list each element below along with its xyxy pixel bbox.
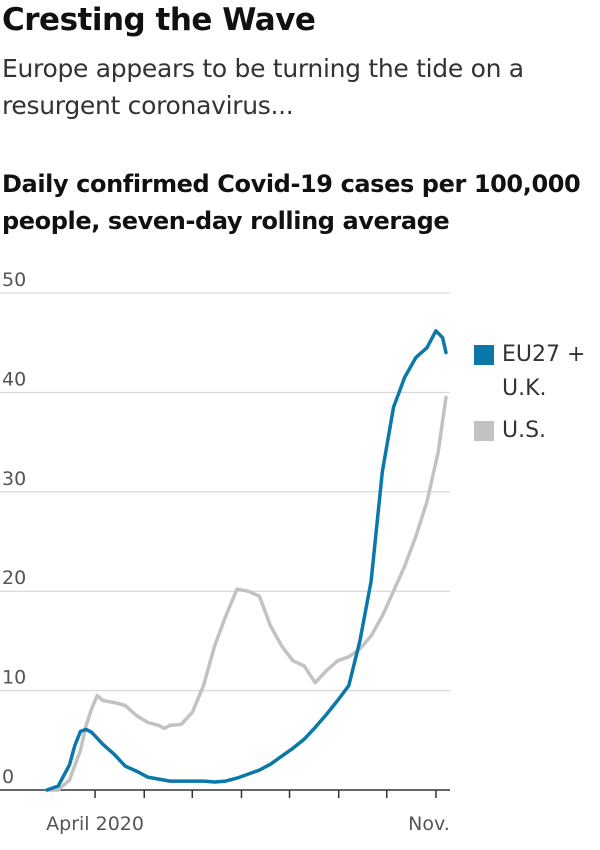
y-tick-label: 30 <box>2 468 26 490</box>
legend-label-us: U.S. <box>502 418 547 443</box>
y-tick-label: 0 <box>2 766 14 788</box>
x-tick-label: Nov. <box>408 813 450 835</box>
legend-label-eu: EU27 + U.K. <box>502 342 586 401</box>
chart-title: Daily confirmed Covid-19 cases per 100,0… <box>2 170 581 235</box>
y-tick-label: 50 <box>2 269 26 291</box>
legend: EU27 + U.K. U.S. <box>474 338 600 456</box>
page-title: Cresting the Wave <box>2 2 316 38</box>
y-axis: 0 10 20 30 40 50 <box>2 269 26 788</box>
x-axis: April 2020 Nov. <box>46 790 450 835</box>
legend-item-us: U.S. <box>474 414 600 448</box>
page-subtitle: Europe appears to be turning the tide on… <box>2 54 524 120</box>
series-line-eu <box>45 329 448 792</box>
series-group <box>45 329 448 792</box>
legend-item-eu: EU27 + U.K. <box>474 338 600 406</box>
series-line-us <box>45 395 448 792</box>
legend-swatch-eu <box>474 345 494 365</box>
legend-swatch-us <box>474 421 494 441</box>
y-tick-label: 20 <box>2 567 26 589</box>
x-tick-label: April 2020 <box>46 813 144 835</box>
y-tick-label: 40 <box>2 368 26 390</box>
gridlines <box>0 292 450 791</box>
y-tick-label: 10 <box>2 667 26 689</box>
